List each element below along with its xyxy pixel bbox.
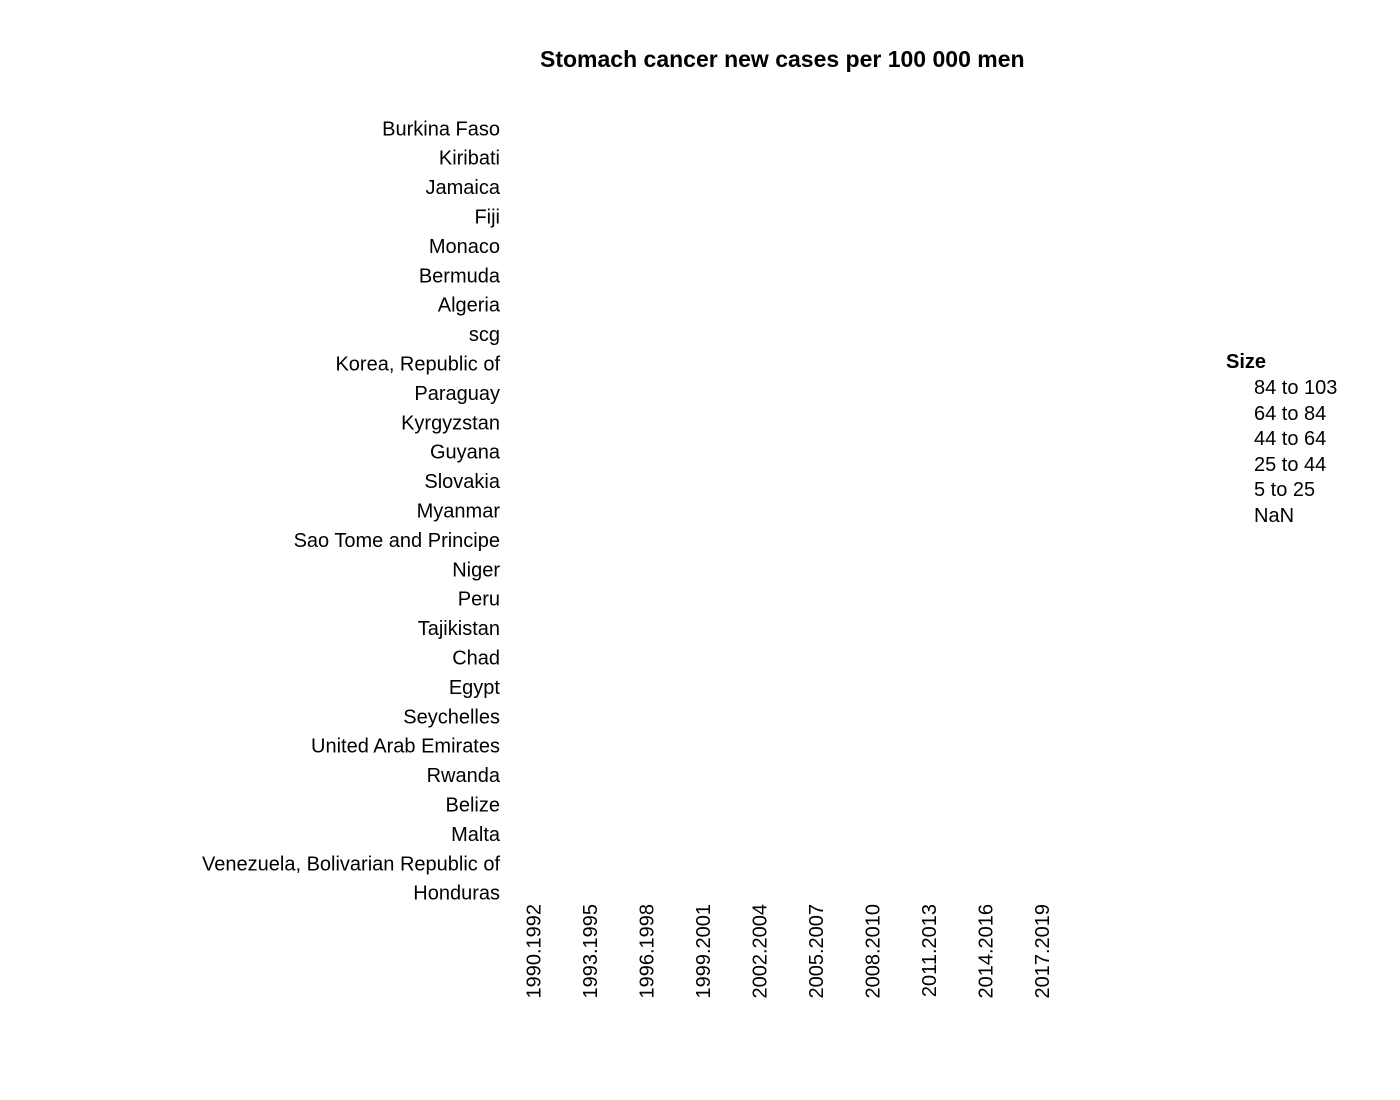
x-tick-label: 2005.2007: [806, 904, 828, 999]
x-tick-label: 1993.1995: [580, 904, 602, 999]
y-tick-label: Algeria: [438, 295, 501, 317]
y-tick-label: Tajikistan: [418, 618, 500, 640]
y-tick-label: Fiji: [474, 206, 500, 228]
y-tick-label: Kyrgyzstan: [401, 412, 500, 434]
chart-title: Stomach cancer new cases per 100 000 men: [540, 46, 1025, 72]
y-tick-label: Peru: [458, 589, 500, 611]
y-tick-label: Seychelles: [403, 706, 500, 728]
y-tick-label: Belize: [446, 794, 500, 816]
legend-entry: 44 to 64: [1254, 428, 1327, 451]
y-tick-label: Guyana: [430, 442, 501, 464]
y-tick-label: Slovakia: [424, 471, 500, 493]
y-tick-label: Jamaica: [426, 177, 501, 199]
y-tick-label: Sao Tome and Principe: [294, 530, 500, 552]
legend: Size 84 to 103 64 to 84 44 to 64 25 to 44 5 …: [1226, 350, 1337, 530]
y-tick-label: Venezuela, Bolivarian Republic of: [202, 853, 500, 875]
y-tick-label: Burkina Faso: [382, 118, 500, 140]
x-axis: 1990.1992 1993.1995 1996.1998 1999.2001 2002…: [523, 904, 1054, 999]
x-tick-label: 1999.2001: [693, 904, 715, 999]
legend-title: Size: [1226, 351, 1267, 373]
y-tick-label: Chad: [452, 647, 500, 669]
legend-entry: NaN: [1254, 504, 1295, 527]
x-tick-label: 2017.2019: [1032, 904, 1054, 999]
y-tick-label: United Arab Emirates: [311, 736, 500, 758]
y-tick-label: Kiribati: [439, 148, 500, 170]
x-tick-label: 2014.2016: [975, 904, 997, 999]
x-tick-label: 1996.1998: [636, 904, 658, 999]
y-tick-label: Rwanda: [427, 765, 501, 787]
legend-entry: 5 to 25: [1254, 479, 1316, 502]
legend-entry: 84 to 103: [1254, 377, 1338, 399]
x-tick-label: 2008.2010: [862, 904, 884, 999]
x-tick-label: 1990.1992: [523, 904, 545, 999]
x-tick-label: 2002.2004: [749, 904, 771, 999]
y-tick-label: Myanmar: [417, 500, 501, 522]
y-tick-label: scg: [469, 324, 500, 346]
y-tick-label: Niger: [452, 559, 500, 581]
y-tick-label: Korea, Republic of: [335, 353, 500, 375]
legend-entry: 25 to 44: [1254, 453, 1327, 476]
y-tick-label: Monaco: [429, 236, 500, 258]
y-axis: Burkina Faso Kiribati Jamaica Fiji Monaco Ber…: [202, 118, 501, 904]
x-tick-label: 2011.2013: [919, 904, 941, 997]
legend-entries: 84 to 103 64 to 84 44 to 64 25 to 44 5 to 25…: [1226, 376, 1337, 530]
y-tick-label: Honduras: [413, 883, 500, 905]
y-tick-label: Paraguay: [414, 383, 500, 405]
legend-entry: 64 to 84: [1254, 402, 1327, 425]
y-tick-label: Malta: [451, 824, 501, 846]
y-tick-label: Egypt: [449, 677, 501, 699]
y-tick-label: Bermuda: [419, 265, 501, 287]
